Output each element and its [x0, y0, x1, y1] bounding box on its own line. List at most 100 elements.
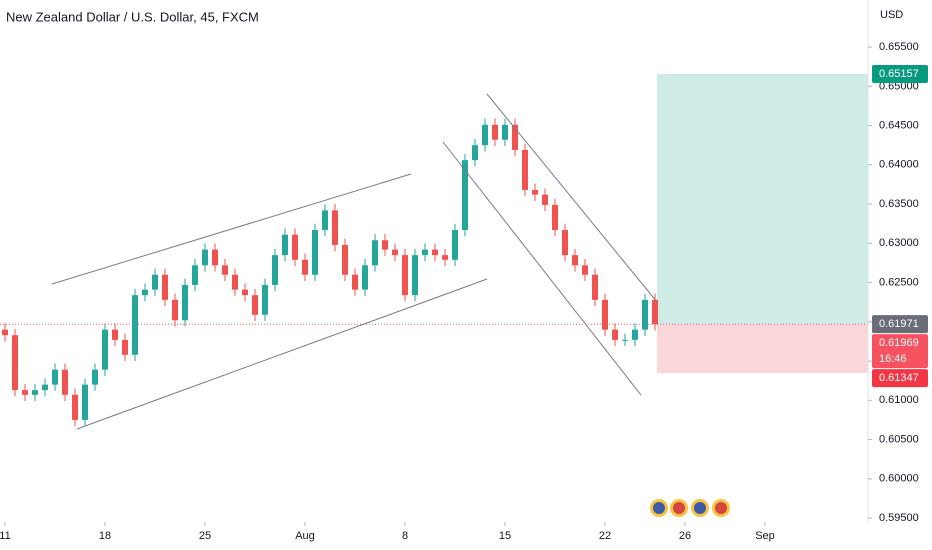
candle-body: [592, 274, 598, 300]
y-tick-label: 0.65500: [879, 41, 919, 53]
y-tick-label: 0.60000: [879, 473, 919, 485]
countdown-label: 16:46: [879, 353, 907, 365]
candle-body: [602, 299, 608, 330]
price-tags: 0.65157 0.61971 0.61969 16:46 0.61347: [872, 65, 928, 388]
candle-body: [252, 295, 258, 315]
candle-body: [102, 329, 108, 370]
y-tick-label: 0.60500: [879, 433, 919, 445]
candle-body: [302, 259, 308, 275]
position-tool: [0, 74, 868, 374]
price-tag-label: 0.61971: [879, 318, 919, 330]
y-tick-label: 0.59500: [879, 512, 919, 524]
candle-body: [152, 274, 158, 290]
candle-body: [32, 390, 38, 395]
candle-body: [532, 189, 538, 195]
candle-body: [352, 274, 358, 290]
candle-body: [582, 265, 588, 275]
event-icon: [694, 502, 706, 514]
y-tick-label: 0.64000: [879, 159, 919, 171]
price-tag: [872, 65, 928, 84]
candle-body: [62, 369, 68, 395]
candle-body: [182, 284, 188, 321]
y-tick-label: 0.64500: [879, 120, 919, 132]
candle-body: [452, 229, 458, 260]
y-tick-label: 0.62500: [879, 276, 919, 288]
trend-line: [76, 278, 488, 430]
candle-body: [92, 369, 98, 385]
trend-line: [442, 141, 642, 396]
candle-body: [632, 329, 638, 340]
candle-body: [42, 384, 48, 391]
candle-body: [572, 255, 578, 266]
candles: [2, 118, 658, 427]
candle-body: [422, 249, 428, 256]
candle-body: [132, 295, 138, 355]
candle-body: [192, 265, 198, 285]
price-tag: [872, 315, 928, 334]
candle-body: [282, 234, 288, 256]
candle-body: [222, 265, 228, 275]
price-tag: [872, 369, 928, 388]
x-tick-label: Sep: [755, 530, 775, 542]
candle-body: [82, 384, 88, 420]
candle-body: [612, 329, 618, 340]
price-tag-label: 0.61969: [879, 337, 919, 349]
candle-body: [122, 339, 128, 355]
x-tick-label: Aug: [295, 530, 315, 542]
candle-body: [482, 124, 488, 146]
currency-label: USD: [880, 9, 903, 21]
candle-body: [242, 289, 248, 296]
candle-body: [432, 249, 438, 256]
x-tick-label: 26: [679, 530, 691, 542]
candle-body: [362, 265, 368, 290]
x-tick-label: 15: [499, 530, 511, 542]
y-tick-label: 0.63000: [879, 237, 919, 249]
candle-body: [342, 244, 348, 275]
candle-body: [652, 299, 658, 325]
candle-body: [512, 124, 518, 150]
candle-body: [382, 240, 388, 250]
price-tag-label: 0.65157: [879, 68, 919, 80]
candle-body: [642, 299, 648, 330]
candle-body: [462, 160, 468, 230]
event-icons: [650, 499, 730, 517]
candle-body: [262, 284, 268, 315]
candle-body: [552, 204, 558, 230]
candle-body: [112, 329, 118, 340]
candle-body: [412, 255, 418, 296]
candle-body: [232, 274, 238, 290]
x-tick-label: 22: [599, 530, 611, 542]
candle-body: [402, 255, 408, 296]
candle-body: [502, 124, 508, 140]
candle-body: [492, 124, 498, 140]
candle-body: [392, 249, 398, 256]
trend-line: [51, 173, 412, 285]
profit-zone: [657, 74, 868, 325]
candle-body: [472, 145, 478, 161]
candle-body: [212, 249, 218, 266]
trend-lines: [51, 93, 658, 430]
price-tag: [872, 334, 928, 369]
x-tick-label: 25: [199, 530, 211, 542]
event-icon: [653, 502, 665, 514]
x-tick-label: 11: [0, 530, 11, 542]
candle-body: [522, 149, 528, 190]
candle-body: [622, 339, 628, 341]
y-tick-label: 0.61000: [879, 394, 919, 406]
event-icon: [673, 502, 685, 514]
trend-line: [486, 93, 658, 303]
chart-title: New Zealand Dollar / U.S. Dollar, 45, FX…: [6, 9, 259, 24]
y-tick-label: 0.65000: [879, 80, 919, 92]
candle-body: [142, 289, 148, 296]
candle-body: [562, 229, 568, 256]
candle-body: [442, 255, 448, 260]
loss-zone: [657, 324, 868, 374]
event-icon: [715, 502, 727, 514]
candle-body: [12, 335, 18, 391]
candle-body: [372, 240, 378, 266]
candle-body: [542, 194, 548, 205]
x-tick-label: 8: [402, 530, 408, 542]
candle-body: [332, 210, 338, 245]
candle-body: [272, 255, 278, 285]
